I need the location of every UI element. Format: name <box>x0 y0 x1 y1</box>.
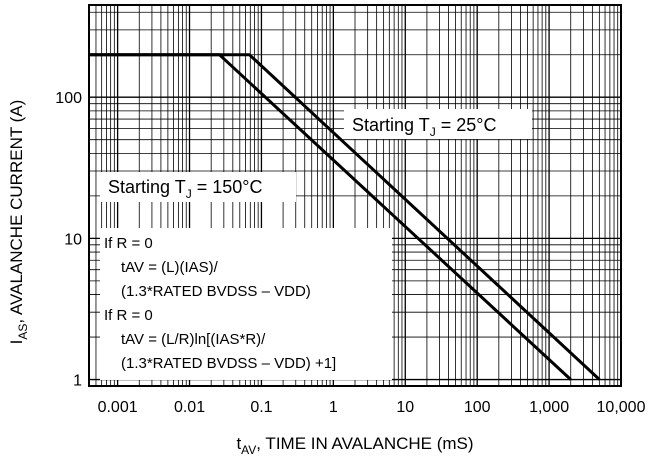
formula-line: tAV = (L/R)ln[(IAS*R)/ <box>121 331 266 348</box>
annotation-text-150: Starting TJ = 150°C <box>108 177 262 201</box>
x-tick-labels: 0.001 0.01 0.1 1 10 100 1,000 10,000 <box>98 399 646 416</box>
y-tick-labels: 1 10 100 <box>55 90 82 389</box>
annotation-text-25: Starting TJ = 25°C <box>352 115 496 139</box>
x-tick-label: 1 <box>329 399 338 416</box>
formula-line: If R = 0 <box>104 235 153 252</box>
x-tick-label: 100 <box>464 399 491 416</box>
formula-line: tAV = (L)(IAS)/ <box>121 259 219 276</box>
x-tick-label: 0.01 <box>174 399 205 416</box>
y-axis-label: IAS, AVALANCHE CURRENT (A) <box>7 100 30 345</box>
series-group <box>89 53 601 381</box>
formula-line: (1.3*RATED BVDSS – VDD) +1] <box>121 355 336 372</box>
annotation-box-25 <box>344 109 532 139</box>
plot-frame <box>88 4 622 387</box>
x-tick-label: 10 <box>396 399 414 416</box>
formula-box <box>100 228 392 380</box>
y-tick-label: 100 <box>55 90 82 107</box>
x-axis-label: tAV, TIME IN AVALANCHE (mS) <box>236 434 473 457</box>
y-tick-label: 10 <box>64 231 82 248</box>
y-tick-label: 1 <box>73 373 82 390</box>
x-tick-label: 1,000 <box>529 399 569 416</box>
annotation-starting-25: Starting TJ = 25°C <box>344 109 532 139</box>
x-tick-label: 0.1 <box>250 399 272 416</box>
x-tick-label: 0.001 <box>98 399 138 416</box>
formula-note: If R = 0 tAV = (L)(IAS)/ (1.3*RATED BVDS… <box>100 228 392 380</box>
annotation-box-150 <box>100 172 296 202</box>
formula-line: If R = 0 <box>104 307 153 324</box>
series-line-2 <box>89 53 601 381</box>
x-tick-label: 10,000 <box>597 399 646 416</box>
formula-line: (1.3*RATED BVDSS – VDD) <box>121 283 311 300</box>
annotation-starting-150: Starting TJ = 150°C <box>100 172 296 202</box>
